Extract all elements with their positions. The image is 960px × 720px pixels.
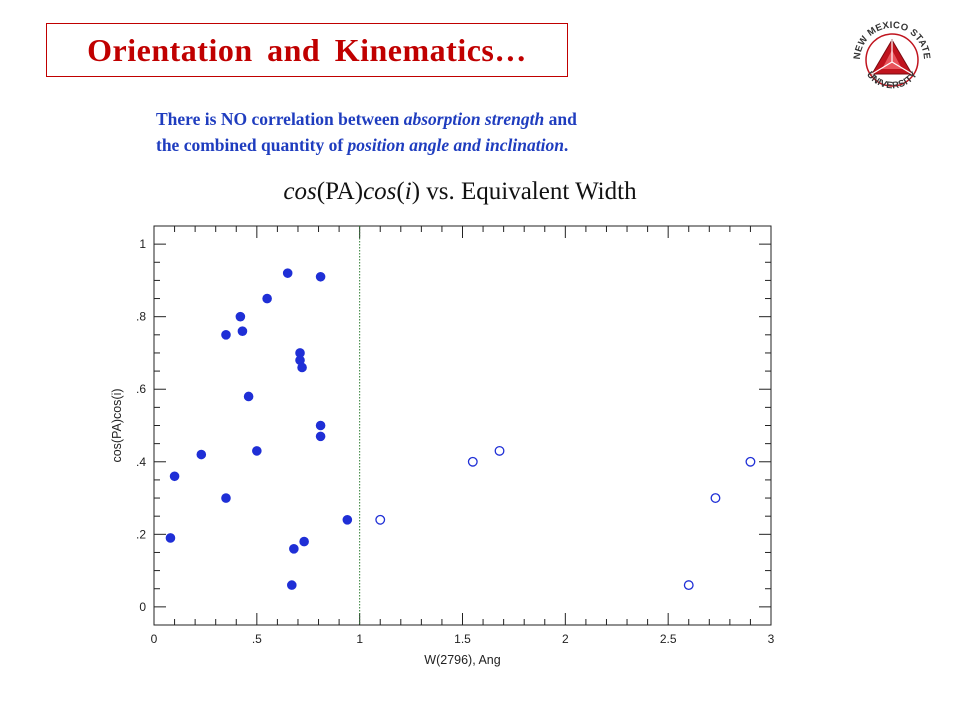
x-axis-label: W(2796), Ang	[424, 653, 500, 667]
filled-point	[297, 362, 307, 373]
x-tick-label: 1.5	[454, 632, 471, 646]
filled-point	[342, 515, 353, 525]
slide-title: Orientation and Kinematics…	[87, 31, 527, 68]
filled-point	[262, 293, 272, 304]
subtitle-segment: the combined quantity of	[156, 135, 348, 155]
filled-point	[315, 431, 326, 442]
filled-point	[315, 420, 326, 431]
chart-heading-segment: cos	[363, 178, 397, 205]
open-point	[467, 456, 478, 467]
title-box: Orientation and Kinematics…	[46, 23, 568, 77]
x-tick-label: 2	[562, 632, 569, 646]
filled-point	[282, 268, 293, 278]
y-axis-label: cos(PA)cos(i)	[110, 388, 124, 462]
subtitle-line-2: the combined quantity of position angle …	[156, 132, 756, 158]
subtitle-segment: absorption strength	[403, 109, 545, 129]
filled-point	[315, 271, 326, 282]
filled-point	[252, 446, 262, 456]
y-tick-label: .6	[136, 382, 146, 396]
y-tick-label: 1	[139, 237, 146, 251]
filled-point	[243, 391, 254, 402]
filled-point	[196, 449, 207, 460]
open-point	[710, 493, 721, 503]
chart-heading-segment: ) vs. Equivalent Width	[411, 178, 637, 205]
filled-point	[235, 311, 246, 322]
subtitle-segment: and	[544, 109, 577, 129]
open-point	[683, 580, 694, 591]
x-tick-label: 0	[151, 632, 158, 646]
chart-heading-segment: i	[404, 178, 412, 205]
open-point	[494, 445, 505, 456]
chart-heading-segment: cos	[283, 178, 317, 205]
filled-point	[221, 493, 231, 503]
subtitle: There is NO correlation between absorpti…	[156, 106, 756, 158]
x-tick-label: .5	[252, 632, 262, 646]
y-tick-label: 0	[139, 600, 146, 614]
subtitle-segment: .	[563, 135, 569, 155]
y-tick-label: .2	[136, 527, 146, 541]
x-tick-label: 3	[768, 632, 775, 646]
open-point	[745, 456, 756, 467]
filled-point	[237, 326, 248, 336]
plot-frame	[153, 225, 772, 626]
filled-point	[286, 580, 297, 590]
filled-point	[165, 533, 176, 543]
filled-point	[299, 536, 309, 547]
subtitle-segment: There is NO correlation between	[156, 109, 404, 129]
x-tick-label: 2.5	[660, 632, 677, 646]
chart-heading: cos(PA)cos(i) vs. Equivalent Width	[150, 178, 770, 206]
nmsu-logo: NEW MEXICO STATE UNIVERSITY	[852, 20, 932, 92]
subtitle-line-1: There is NO correlation between absorpti…	[156, 106, 756, 132]
y-tick-label: .8	[136, 310, 146, 324]
filled-point	[289, 544, 299, 554]
open-point	[375, 514, 386, 525]
subtitle-segment: position angle and inclination	[347, 135, 564, 155]
x-tick-label: 1	[356, 632, 363, 646]
filled-point	[169, 471, 180, 482]
chart-heading-segment: (PA)	[316, 178, 364, 205]
filled-point	[221, 330, 231, 340]
chart-heading-segment: (	[396, 178, 405, 205]
y-tick-label: .4	[136, 455, 146, 469]
